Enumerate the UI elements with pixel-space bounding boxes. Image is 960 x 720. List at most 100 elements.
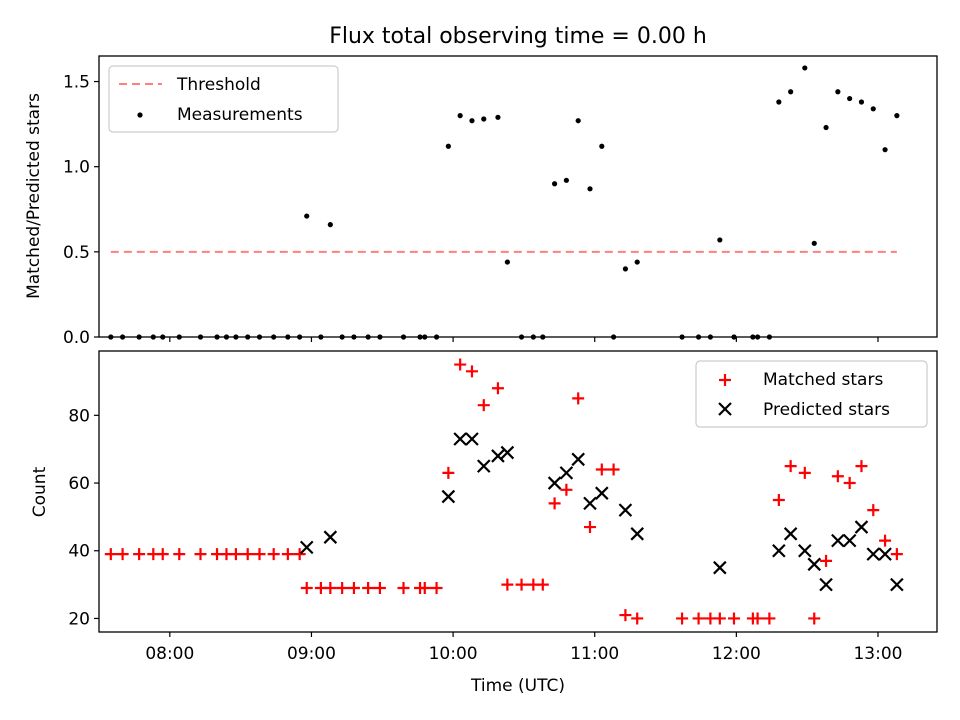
matched-star-point <box>104 548 117 561</box>
predicted-star-point <box>491 449 505 463</box>
predicted-star-point <box>890 577 904 592</box>
matched-star-point <box>336 581 349 594</box>
top-y-axis-label: Matched/Predicted stars <box>24 93 44 299</box>
matched-star-point <box>607 463 620 476</box>
matched-star-point <box>373 581 386 594</box>
predicted-star-point <box>323 530 338 544</box>
matched-star-point <box>763 612 776 625</box>
matched-star-point <box>454 358 467 371</box>
matched-star-point <box>194 548 207 561</box>
measurement-point <box>847 95 853 102</box>
predicted-star-point <box>583 496 597 511</box>
predicted-star-point <box>618 503 633 517</box>
top-axes-frame <box>98 55 938 338</box>
matched-star-point <box>784 460 797 473</box>
xtick-label: 08:00 <box>145 644 194 664</box>
predicted-star-point <box>842 533 857 548</box>
top-ytick-label: 0.0 <box>63 328 90 348</box>
matched-star-point <box>491 382 504 395</box>
xtick-label: 09:00 <box>287 644 336 664</box>
matched-star-point <box>241 548 254 561</box>
predicted-star-point <box>441 489 456 504</box>
matched-star-point <box>583 521 596 534</box>
matched-star-point <box>798 466 811 479</box>
predicted-star-point <box>819 577 833 592</box>
measurement-point <box>551 181 558 187</box>
matched-star-point <box>324 581 337 594</box>
bottom-y-ticks: 20 40 60 80 <box>68 406 99 629</box>
bottom-ytick-label: 60 <box>68 474 90 494</box>
matched-star-point <box>229 548 242 561</box>
matched-star-point <box>751 612 764 625</box>
bottom-x-ticks: 08:00 09:00 10:00 11:00 12:00 13:00 <box>145 632 902 664</box>
matched-star-point <box>536 578 549 591</box>
xtick-label: 11:00 <box>570 644 619 664</box>
xtick-label: 10:00 <box>429 644 478 664</box>
matched-star-point <box>560 483 573 496</box>
legend-matched-swatch <box>719 374 731 386</box>
measurement-point <box>327 222 333 228</box>
predicted-star-point <box>831 533 845 548</box>
matched-star-point <box>442 466 455 479</box>
predicted-star-point <box>783 527 798 541</box>
measurement-point <box>587 186 593 192</box>
matched-star-point <box>418 581 431 594</box>
bottom-ytick-label: 20 <box>68 609 90 629</box>
top-ytick-label: 1.0 <box>63 158 90 178</box>
measurement-point <box>504 259 510 265</box>
matched-star-point <box>692 612 705 625</box>
count-panel: Count 20 40 60 80 08:00 09:00 10:00 11:00 12:00… <box>30 350 938 696</box>
top-legend: Threshold Measurements <box>108 65 339 133</box>
matched-star-point <box>831 470 844 483</box>
bottom-legend-box <box>695 360 928 428</box>
measurement-point <box>563 177 569 183</box>
predicted-star-point <box>772 543 786 558</box>
measurement-point <box>445 143 451 149</box>
predicted-star-point <box>630 527 644 541</box>
predicted-star-point <box>476 459 491 473</box>
measurement-point <box>788 89 794 95</box>
measurement-point <box>811 240 817 246</box>
measurement-point <box>802 65 808 71</box>
matched-star-point <box>631 612 644 625</box>
predicted-star-point <box>500 445 515 460</box>
measurement-point <box>469 118 475 124</box>
bottom-ytick-label: 80 <box>68 406 90 426</box>
bottom-legend: Matched stars Predicted stars <box>695 360 928 428</box>
measurement-point <box>823 124 829 131</box>
top-legend-box <box>108 65 339 133</box>
matched-star-point <box>267 548 280 561</box>
matched-star-point <box>572 392 585 405</box>
matched-star-point <box>676 612 689 625</box>
legend-predicted-swatch <box>718 402 732 416</box>
legend-measurements-swatch <box>137 112 143 118</box>
predicted-star-point <box>299 540 314 555</box>
matched-star-point <box>867 504 880 517</box>
matched-star-point <box>173 548 186 561</box>
predicted-star-point <box>854 520 869 534</box>
measurement-point <box>481 116 487 122</box>
matched-star-point <box>879 534 892 547</box>
predicted-star-point <box>465 432 479 446</box>
top-x-ticks <box>169 337 879 342</box>
legend-threshold-label: Threshold <box>176 75 261 95</box>
top-ytick-label: 1.5 <box>63 73 90 93</box>
measurement-point <box>835 89 841 95</box>
matched-star-point <box>430 581 443 594</box>
matched-star-point <box>116 548 129 561</box>
predicted-star-point <box>559 466 574 480</box>
legend-measurements-label: Measurements <box>177 105 303 125</box>
measurement-point <box>457 113 463 119</box>
xtick-label: 12:00 <box>712 644 761 664</box>
matched-star-point <box>347 581 360 594</box>
matched-star-point <box>133 548 146 561</box>
measurement-point <box>634 259 640 265</box>
predicted-star-point <box>571 452 585 467</box>
bottom-y-axis-label: Count <box>30 466 50 517</box>
ratio-panel: Flux total observing time = 0.00 h Match… <box>24 24 938 348</box>
predicted-star-point <box>713 560 727 575</box>
matched-star-point <box>772 493 785 506</box>
predicted-star-point <box>595 486 609 500</box>
xtick-label: 13:00 <box>853 644 902 664</box>
